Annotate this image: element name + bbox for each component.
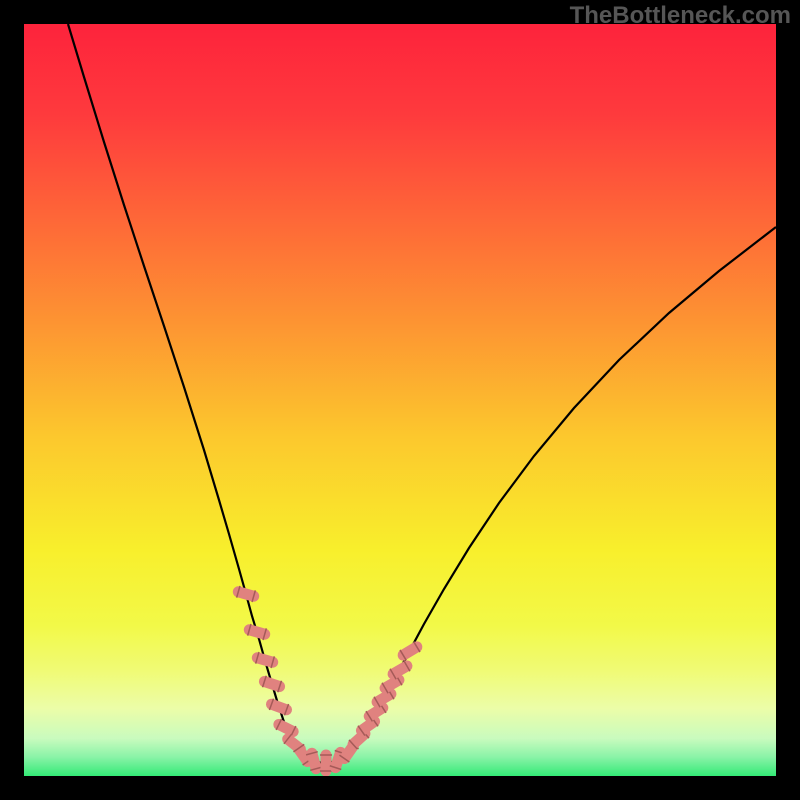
plot-area [24, 24, 776, 776]
watermark-text: TheBottleneck.com [570, 2, 791, 30]
pink-marker [377, 694, 391, 702]
chart-frame: TheBottleneck.com [0, 0, 800, 800]
bottleneck-curve [68, 24, 776, 763]
pink-marker [369, 708, 383, 716]
pink-marker [257, 658, 272, 662]
pink-marker [393, 666, 407, 674]
pink-marker [279, 724, 293, 731]
pink-marker [361, 721, 374, 730]
pink-marker [385, 680, 399, 688]
pink-marker [403, 647, 417, 655]
pink-marker [238, 592, 253, 596]
chart-svg [24, 24, 776, 776]
pink-marker [271, 704, 286, 709]
pink-marker [264, 682, 279, 687]
pink-marker [249, 630, 264, 634]
pink-marker-group [237, 586, 420, 771]
pink-marker [312, 753, 316, 768]
